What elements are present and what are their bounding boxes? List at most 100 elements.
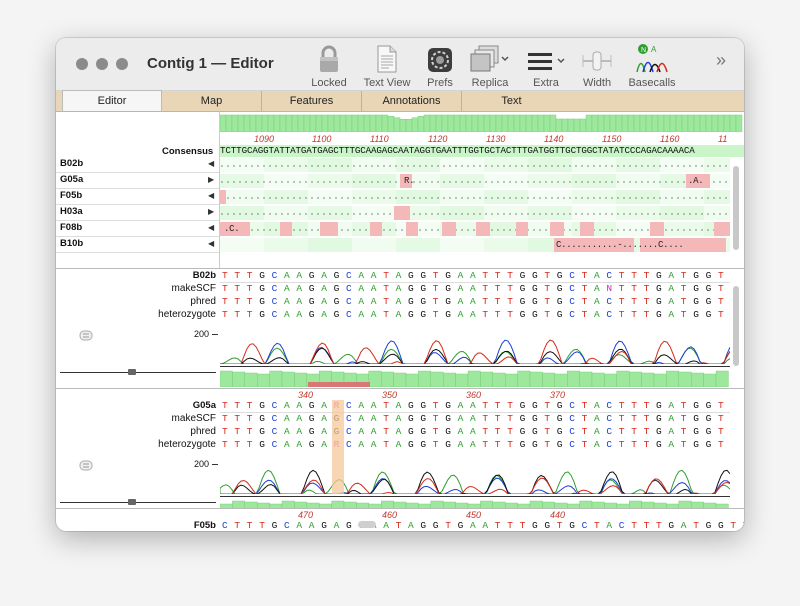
base-call: T <box>643 426 650 437</box>
svg-text:A: A <box>651 45 657 54</box>
read-name-F08b[interactable]: F08b <box>60 222 83 233</box>
base-call: T <box>383 426 389 437</box>
base-call: T <box>631 426 637 437</box>
ruler-tick-label: 1090 <box>254 134 275 144</box>
close-window-button[interactable] <box>76 58 88 70</box>
base-call: C <box>569 439 575 450</box>
base-call: T <box>581 439 588 450</box>
locked-button[interactable]: Locked <box>308 43 350 89</box>
base-call: G <box>308 439 315 450</box>
ruler-tick-label: 1100 <box>312 134 332 144</box>
base-call: G <box>271 520 278 531</box>
width-button[interactable]: Width <box>578 43 616 89</box>
base-call: T <box>643 400 650 411</box>
base-call: A <box>457 296 464 307</box>
base-call: A <box>594 270 600 281</box>
base-call: T <box>718 283 724 294</box>
row-separator <box>56 236 219 237</box>
base-call: G <box>420 413 427 424</box>
base-call: A <box>408 520 414 531</box>
tab-editor[interactable]: Editor <box>62 90 162 111</box>
base-call: A <box>296 520 303 531</box>
base-call: G <box>656 270 662 281</box>
trace-zoom-slider-thumb[interactable] <box>128 369 136 375</box>
read-name-F05b[interactable]: F05b <box>60 190 83 201</box>
bottom-resize-handle[interactable] <box>358 521 376 528</box>
base-call: T <box>432 413 439 424</box>
mismatch-block <box>406 222 418 236</box>
base-call: T <box>718 270 724 281</box>
base-call: T <box>643 439 650 450</box>
replica-button[interactable]: Replica <box>466 43 514 89</box>
trace-scale-label: 200 <box>194 459 210 469</box>
base-call: T <box>618 309 625 320</box>
trace-height-grip-icon[interactable] <box>78 458 94 474</box>
tab-map[interactable]: Map <box>162 91 262 111</box>
text-view-button[interactable]: Text View <box>360 43 414 89</box>
trace-zoom-slider-track[interactable] <box>60 372 216 373</box>
trace-ruler-tick: 350 <box>382 390 398 400</box>
base-call: A <box>370 413 377 424</box>
mismatch-label: .A. <box>688 176 704 186</box>
overview-scrollbar[interactable] <box>733 166 739 250</box>
base-call: G <box>656 283 662 294</box>
base-call: G <box>308 413 315 424</box>
base-call: T <box>718 426 724 437</box>
base-call: A <box>370 439 377 450</box>
tab-features[interactable]: Features <box>262 91 362 111</box>
row-underline <box>220 282 730 283</box>
trace-basecall-row: TTTGCAAGAGCAATAGGTGAATTTGGTGCTACTTTGATGG… <box>220 413 730 426</box>
trace-zoom-slider-track[interactable] <box>60 502 216 503</box>
base-call: C <box>569 270 575 281</box>
minimize-window-button[interactable] <box>96 58 108 70</box>
base-call: T <box>631 309 637 320</box>
base-call: T <box>594 520 600 531</box>
scale-tick <box>212 464 218 465</box>
mismatch-block <box>220 190 226 204</box>
zoom-window-button[interactable] <box>116 58 128 70</box>
tab-text[interactable]: Text <box>501 95 522 107</box>
base-call: A <box>383 520 389 531</box>
trace-zoom-slider-thumb[interactable] <box>128 499 136 505</box>
consensus-quality-bar <box>219 113 744 133</box>
base-call: T <box>544 270 551 281</box>
base-call: G <box>556 296 563 307</box>
trace-ruler-tick: 450 <box>466 510 482 520</box>
base-call: T <box>494 426 501 437</box>
extra-button[interactable]: Extra <box>526 43 566 89</box>
trace-scrollbar[interactable] <box>733 286 739 366</box>
base-call: G <box>556 270 563 281</box>
read-name-H03a[interactable]: H03a <box>60 206 83 217</box>
read-name-B10b[interactable]: B10b <box>60 238 84 249</box>
tab-annotations[interactable]: Annotations <box>362 91 462 111</box>
base-call: A <box>321 296 327 307</box>
base-call: G <box>445 309 451 320</box>
prefs-button[interactable]: Prefs <box>422 43 458 89</box>
row-separator <box>56 188 219 189</box>
gear-icon <box>428 48 452 72</box>
base-call: T <box>234 439 241 450</box>
replica-label: Replica <box>471 77 509 89</box>
base-call: G <box>532 520 538 531</box>
read-name-G05a[interactable]: G05a <box>60 174 84 185</box>
base-call: A <box>395 296 402 307</box>
read-alignment-row <box>220 206 730 220</box>
base-call: T <box>432 283 439 294</box>
read-name-B02b[interactable]: B02b <box>60 158 84 169</box>
mismatch-block <box>550 222 564 236</box>
base-call: A <box>606 520 613 531</box>
ruler-tick-label: 1120 <box>428 134 448 144</box>
base-call: A <box>594 283 600 294</box>
base-call: G <box>556 400 563 411</box>
trace-height-grip-icon[interactable] <box>78 328 94 344</box>
base-call: G <box>333 309 340 320</box>
base-call: T <box>631 296 637 307</box>
base-call: T <box>507 309 513 320</box>
toolbar-overflow-chevron-icon[interactable]: » <box>716 50 727 70</box>
panel-divider <box>56 388 744 389</box>
base-call: T <box>494 400 501 411</box>
base-call: T <box>432 439 439 450</box>
base-call: T <box>383 296 389 307</box>
base-call: T <box>643 270 650 281</box>
